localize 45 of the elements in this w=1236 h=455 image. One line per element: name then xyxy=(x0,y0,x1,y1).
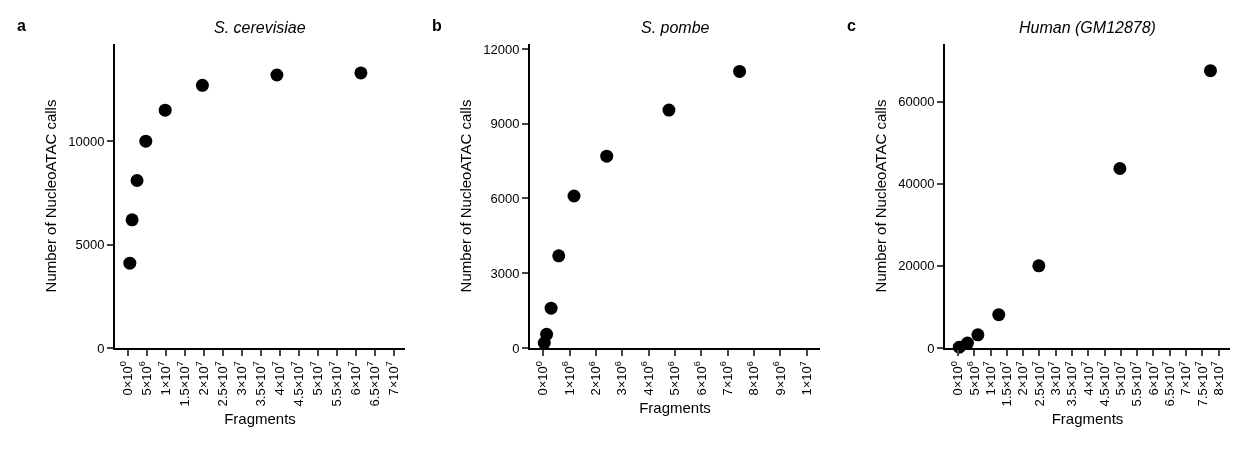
y-tick-label: 6000 xyxy=(490,191,520,207)
chart-title: S. pombe xyxy=(641,19,710,36)
y-tick-label: 60000 xyxy=(898,94,935,110)
x-axis-title: Fragments xyxy=(224,409,296,427)
point xyxy=(195,78,209,92)
point xyxy=(552,249,566,263)
text: b xyxy=(432,17,442,34)
y-tick-label: 0 xyxy=(97,340,105,356)
point xyxy=(600,149,614,163)
point xyxy=(1113,161,1127,175)
point xyxy=(960,336,974,350)
point xyxy=(123,256,137,270)
y-tick-label: 12000 xyxy=(483,41,520,57)
y-tick-label: 40000 xyxy=(898,176,935,192)
y-tick-label: 5000 xyxy=(75,237,105,253)
point xyxy=(662,103,676,117)
point xyxy=(158,103,172,117)
chart-title: Human (GM12878) xyxy=(1019,19,1156,36)
y-axis-title: Number of NucleoATAC calls xyxy=(41,99,59,293)
point xyxy=(270,68,284,82)
y-tick-label: 0 xyxy=(927,340,935,356)
point xyxy=(354,66,368,80)
y-tick-label: 0 xyxy=(512,340,520,356)
y-axis-title: Number of NucleoATAC calls xyxy=(456,99,474,293)
point xyxy=(733,64,747,78)
point xyxy=(971,328,985,342)
y-tick-label: 3000 xyxy=(490,265,520,281)
x-axis-title: Fragments xyxy=(639,399,711,417)
text: a xyxy=(17,17,26,34)
point xyxy=(544,301,558,315)
point xyxy=(992,308,1006,322)
y-axis-title: Number of NucleoATAC calls xyxy=(871,99,889,293)
point xyxy=(540,327,554,341)
point xyxy=(567,189,581,203)
text: c xyxy=(847,17,856,34)
y-tick-label: 20000 xyxy=(898,258,935,274)
point xyxy=(139,134,153,148)
chart-title: S. cerevisiae xyxy=(214,19,306,36)
point xyxy=(1032,259,1046,273)
y-tick-label: 10000 xyxy=(68,133,105,149)
point xyxy=(1203,64,1217,78)
y-tick-label: 9000 xyxy=(490,116,520,132)
x-axis-title: Fragments xyxy=(1051,409,1124,427)
point xyxy=(130,173,144,187)
point xyxy=(125,213,139,227)
